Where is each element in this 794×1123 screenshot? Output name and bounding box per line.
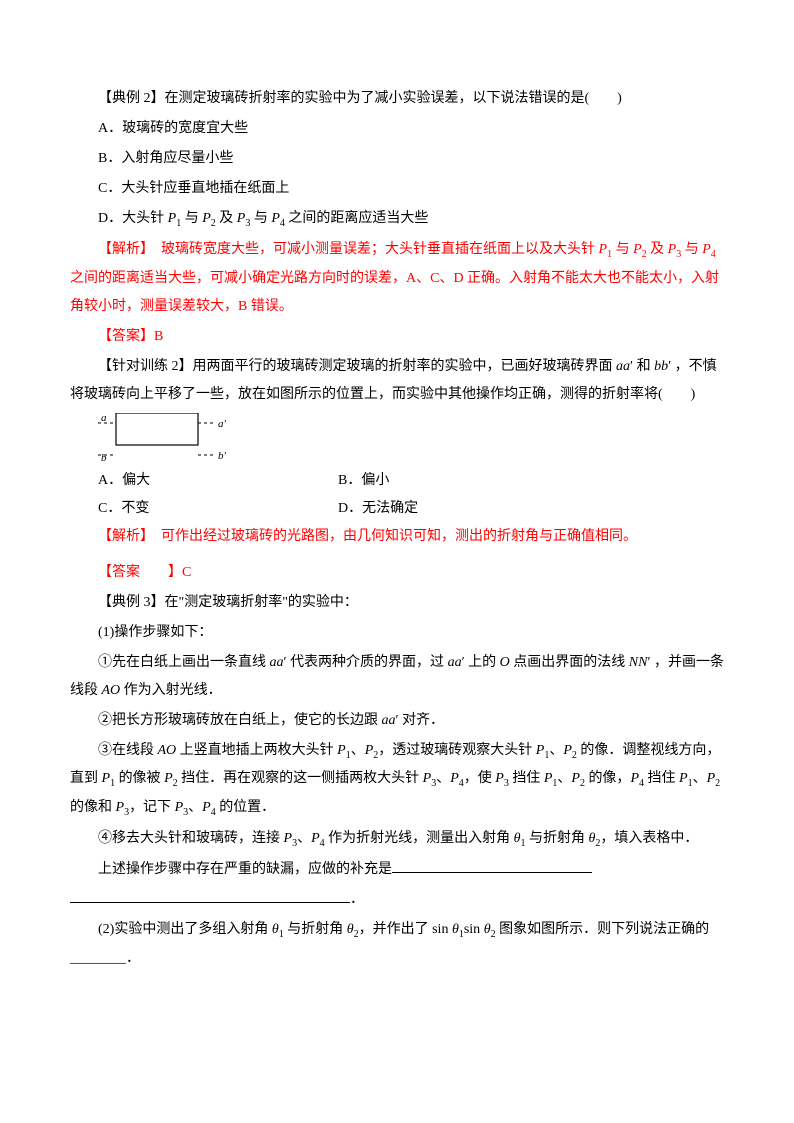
svg-text:b: b bbox=[101, 452, 107, 463]
label: 【典例 2】 bbox=[98, 91, 165, 106]
svg-text:a: a bbox=[101, 413, 107, 424]
practice2-question: 【针对训练 2】用两面平行的玻璃砖测定玻璃的折射率的实验中，已画好玻璃砖界面 a… bbox=[70, 353, 724, 409]
practice2-opt-a: A．偏大 bbox=[98, 467, 338, 495]
example3-step4: ④移去大头针和玻璃砖，连接 P3、P4 作为折射光线，测量出入射角 θ1 与折射… bbox=[70, 825, 724, 854]
practice2-answer: 【答案 】C bbox=[70, 559, 724, 587]
example3-step1: ①先在白纸上画出一条直线 aa′ 代表两种介质的界面，过 aa′ 上的 O 点画… bbox=[70, 649, 724, 705]
glass-diagram: a a′ b b′ bbox=[98, 413, 724, 463]
practice2-opt-b: B．偏小 bbox=[338, 467, 389, 495]
example2-opt-a: A．玻璃砖的宽度宜大些 bbox=[70, 115, 724, 143]
example2-question: 【典例 2】在测定玻璃砖折射率的实验中为了减小实验误差，以下说法错误的是( ) bbox=[70, 85, 724, 113]
practice2-options-row1: A．偏大 B．偏小 bbox=[98, 467, 724, 495]
blank-field bbox=[392, 872, 592, 873]
example3-step2: ②把长方形玻璃砖放在白纸上，使它的长边跟 aa′ 对齐． bbox=[70, 707, 724, 735]
example2-opt-c: C．大头针应垂直地插在纸面上 bbox=[70, 175, 724, 203]
example3-sub2: (2)实验中测出了多组入射角 θ1 与折射角 θ2，并作出了 sin θ1­si… bbox=[70, 916, 724, 973]
example3-defect: 上述操作步骤中存在严重的缺漏，应做的补充是 bbox=[70, 856, 724, 884]
question-text: 在测定玻璃砖折射率的实验中为了减小实验误差，以下说法错误的是( ) bbox=[165, 91, 622, 106]
example2-opt-d: D．大头针 P1 与 P2 及 P3 与 P4 之间的距离应适当大些 bbox=[70, 205, 724, 234]
practice2-analysis: 【解析】 可作出经过玻璃砖的光路图，由几何知识可知，测出的折射角与正确值相同。 bbox=[70, 523, 724, 551]
svg-text:b′: b′ bbox=[218, 450, 227, 462]
example2-answer: 【答案】B bbox=[70, 323, 724, 351]
example3-defect-line2: ． bbox=[70, 886, 724, 914]
practice2-options-row2: C．不变 D．无法确定 bbox=[98, 495, 724, 523]
example3-question: 【典例 3】在"测定玻璃折射率"的实验中： bbox=[70, 589, 724, 617]
svg-text:a′: a′ bbox=[218, 418, 227, 430]
practice2-opt-d: D．无法确定 bbox=[338, 495, 418, 523]
example3-step3: ③在线段 AO 上竖直地插上两枚大头针 P1、P2，透过玻璃砖观察大头针 P1、… bbox=[70, 737, 724, 823]
example3-sub1: (1)操作步骤如下： bbox=[70, 619, 724, 647]
example2-opt-b: B．入射角应尽量小些 bbox=[70, 145, 724, 173]
example2-analysis: 【解析】 玻璃砖宽度大些，可减小测量误差；大头针垂直插在纸面上以及大头针 P1 … bbox=[70, 236, 724, 321]
blank-field bbox=[70, 902, 350, 903]
practice2-opt-c: C．不变 bbox=[98, 495, 338, 523]
